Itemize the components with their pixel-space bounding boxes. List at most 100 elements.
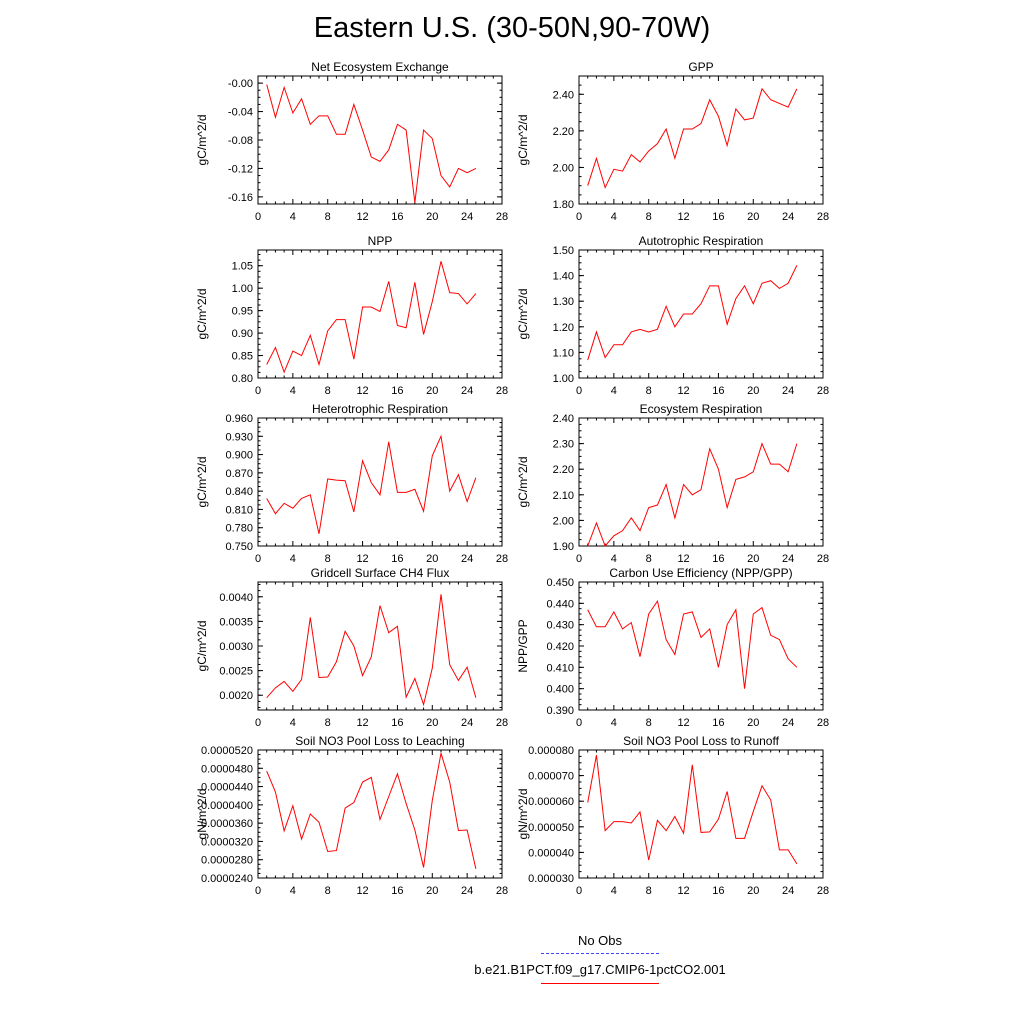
series-line — [587, 755, 798, 865]
x-tick-label: 8 — [325, 385, 331, 397]
x-tick-label: 28 — [817, 385, 829, 397]
y-tick-label: 0.440 — [546, 598, 574, 610]
series-line — [266, 434, 477, 534]
x-tick-label: 16 — [712, 211, 724, 223]
x-tick-label: 24 — [782, 553, 794, 565]
y-tick-label: 0.85 — [232, 351, 253, 363]
x-tick-label: 20 — [426, 385, 438, 397]
panel-8: Soil NO3 Pool Loss to Leaching gN/m^2/d 0 4… — [195, 734, 508, 897]
y-tick-label: 1.20 — [553, 322, 574, 334]
panel-title: Carbon Use Efficiency (NPP/GPP) — [609, 566, 792, 580]
y-tick-label: 1.90 — [553, 541, 574, 553]
x-tick-label: 0 — [576, 385, 582, 397]
series-line — [587, 265, 798, 361]
y-tick-label: 0.450 — [546, 577, 574, 589]
panel-2: NPP gC/m^2/d 0 4 8 12 16 20 24 28 0.80 0.85 0.90 0.95… — [195, 234, 508, 397]
y-axis-label: gC/m^2/d — [195, 621, 209, 672]
x-tick-label: 4 — [290, 717, 296, 729]
y-tick-label: 0.0000440 — [201, 782, 253, 794]
y-tick-label: 0.410 — [546, 662, 574, 674]
x-tick-label: 4 — [611, 385, 617, 397]
y-tick-label: 0.960 — [225, 413, 253, 425]
x-tick-label: 24 — [461, 717, 473, 729]
x-tick-label: 4 — [290, 553, 296, 565]
x-tick-label: 28 — [817, 553, 829, 565]
x-tick-label: 24 — [782, 211, 794, 223]
y-tick-label: 1.00 — [553, 373, 574, 385]
y-tick-label: 0.0040 — [219, 592, 253, 604]
y-tick-label: 0.000030 — [528, 873, 574, 885]
x-tick-label: 0 — [255, 211, 261, 223]
y-axis-label: gC/m^2/d — [516, 289, 530, 340]
series-line — [266, 84, 477, 203]
y-tick-label: 0.000070 — [528, 771, 574, 783]
y-tick-label: 0.0000400 — [201, 800, 253, 812]
series-line — [587, 599, 798, 689]
y-axis-label: gC/m^2/d — [195, 115, 209, 166]
x-tick-label: 0 — [576, 885, 582, 897]
panel-1: GPP gC/m^2/d 0 4 8 12 16 20 24 28 1.80 2.00 2.20 2.40 — [516, 60, 829, 223]
x-tick-label: 24 — [461, 211, 473, 223]
y-tick-label: 1.30 — [553, 296, 574, 308]
x-tick-label: 20 — [747, 885, 759, 897]
y-tick-label: -0.16 — [228, 192, 253, 204]
y-tick-label: 2.20 — [553, 464, 574, 476]
x-tick-label: 16 — [391, 553, 403, 565]
x-tick-label: 0 — [255, 717, 261, 729]
y-tick-label: 2.40 — [553, 89, 574, 101]
x-tick-label: 24 — [461, 885, 473, 897]
y-tick-label: 0.90 — [232, 328, 253, 340]
y-tick-label: 0.0000480 — [201, 763, 253, 775]
x-tick-label: 0 — [255, 385, 261, 397]
panel-9: Soil NO3 Pool Loss to Runoff gN/m^2/d 0 4 8 1… — [516, 734, 829, 897]
panel-0: Net Ecosystem Exchange gC/m^2/d 0 4 8 12 16 20 2… — [195, 60, 508, 223]
y-tick-label: 0.000080 — [528, 745, 574, 757]
page-title: Eastern U.S. (30-50N,90-70W) — [313, 12, 711, 44]
plot-frame — [257, 417, 503, 547]
x-tick-label: 8 — [646, 211, 652, 223]
panel-3: Autotrophic Respiration gC/m^2/d 0 4 8 12 16 20… — [516, 234, 829, 397]
panel-title: NPP — [368, 234, 393, 248]
x-tick-label: 8 — [325, 717, 331, 729]
x-tick-label: 12 — [677, 553, 689, 565]
panel-title: Soil NO3 Pool Loss to Leaching — [295, 734, 464, 748]
y-axis-label: NPP/GPP — [516, 619, 530, 672]
legend-model-label: b.e21.B1PCT.f09_g17.CMIP6-1pctCO2.001 — [474, 962, 726, 977]
x-tick-label: 12 — [677, 385, 689, 397]
x-tick-label: 24 — [782, 385, 794, 397]
y-tick-label: 0.810 — [225, 504, 253, 516]
y-tick-label: 0.0020 — [219, 690, 253, 702]
y-tick-label: 0.0000240 — [201, 873, 253, 885]
x-tick-label: 0 — [255, 885, 261, 897]
x-tick-label: 16 — [712, 717, 724, 729]
y-axis-label: gN/m^2/d — [516, 789, 530, 840]
plot-frame — [578, 749, 824, 879]
x-tick-label: 8 — [325, 885, 331, 897]
x-tick-label: 4 — [611, 211, 617, 223]
panel-title: Net Ecosystem Exchange — [311, 60, 449, 74]
y-tick-label: 0.750 — [225, 541, 253, 553]
x-tick-label: 12 — [356, 385, 368, 397]
legend-obs-swatch — [541, 953, 659, 954]
x-tick-label: 12 — [356, 211, 368, 223]
series-line — [266, 261, 477, 374]
y-tick-label: 1.00 — [232, 283, 253, 295]
panel-title: Heterotrophic Respiration — [312, 402, 448, 416]
y-axis-label: gC/m^2/d — [516, 457, 530, 508]
x-tick-label: 20 — [426, 211, 438, 223]
y-tick-label: 1.10 — [553, 347, 574, 359]
x-tick-label: 24 — [461, 385, 473, 397]
y-tick-label: 2.20 — [553, 126, 574, 138]
panel-6: Gridcell Surface CH4 Flux gC/m^2/d 0 4 8 12 16… — [195, 566, 508, 729]
legend-model-swatch — [541, 983, 659, 984]
plot-frame — [578, 249, 824, 379]
x-tick-label: 12 — [356, 717, 368, 729]
y-tick-label: 0.0025 — [219, 666, 253, 678]
panel-title: Soil NO3 Pool Loss to Runoff — [623, 734, 780, 748]
x-tick-label: 20 — [747, 553, 759, 565]
x-tick-label: 4 — [611, 717, 617, 729]
y-tick-label: 0.0035 — [219, 616, 253, 628]
x-tick-label: 24 — [461, 553, 473, 565]
y-tick-label: 0.80 — [232, 373, 253, 385]
